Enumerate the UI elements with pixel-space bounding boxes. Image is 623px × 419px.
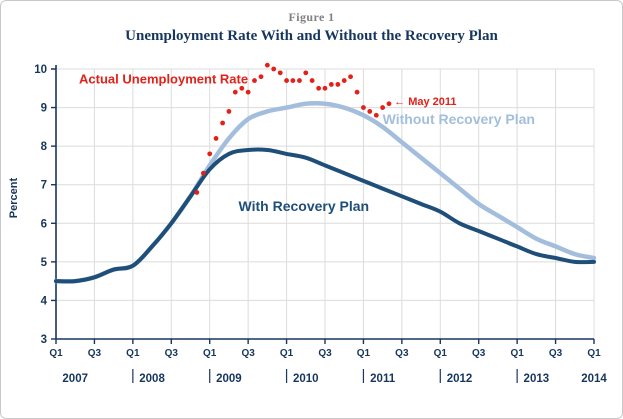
axis-tick-label: 3 [41,334,47,346]
axis-tick-label: 2014 [581,373,607,385]
actual-data-point [239,85,245,91]
actual-data-point [207,151,213,157]
actual-data-point [252,78,257,83]
axis-tick-label: Q1 [126,348,140,359]
axis-tick-label: Q1 [434,348,448,359]
figure-title: Unemployment Rate With and Without the R… [125,28,498,44]
axis-tick-label: Q3 [472,348,486,359]
axis-tick-label: 7 [41,180,47,192]
axis-tick-label: 10 [34,64,47,76]
label-without-recovery-plan: Without Recovery Plan [382,111,535,128]
actual-data-point [297,78,302,83]
actual-data-point [290,78,296,83]
axis-tick-label: 4 [41,295,48,307]
actual-data-point [341,78,347,83]
label-actual-unemployment: Actual Unemployment Rate [79,71,249,87]
axis-tick-label: 2013 [524,373,550,385]
actual-data-point [373,112,379,118]
actual-data-point [264,62,270,68]
axis-tick-label: 8 [41,141,48,153]
actual-data-point [335,82,341,87]
axis-tick-label: Q1 [510,348,524,359]
axis-tick-label: Q3 [549,348,563,359]
actual-data-point [226,109,232,114]
axis-tick-label: Q1 [587,348,601,359]
axis-tick-label: Q3 [88,348,102,359]
axis-tick-label: 9 [41,103,47,115]
figure-label: Figure 1 [288,10,335,24]
actual-data-point [258,74,264,80]
axis-tick-label: 2011 [370,373,396,385]
axis-tick-label: Q3 [165,348,179,359]
actual-data-point [213,136,219,141]
actual-data-point [316,85,322,91]
axis-tick-label: 5 [41,257,48,269]
actual-data-point [245,89,251,95]
axis-tick-label: Q1 [203,348,217,359]
actual-data-point [232,89,238,95]
axis-tick-label: 2008 [139,373,165,385]
actual-data-point [348,74,353,80]
axis-tick-label: Q3 [395,348,409,359]
actual-data-point [200,170,206,176]
axis-tick-label: Q1 [280,348,294,359]
actual-data-point [194,190,200,195]
axis-tick-label: Q3 [318,348,332,359]
axis-tick-label: 2009 [216,373,242,385]
axis-tick-label: Q1 [49,348,63,359]
actual-data-point [271,66,277,72]
actual-data-point [309,78,315,83]
actual-data-point [322,85,328,91]
actual-data-point [386,101,392,107]
actual-data-point [328,82,334,87]
series-line-with [54,147,596,284]
axis-tick-label: Q1 [357,348,371,359]
axis-tick-label: 2010 [293,373,319,385]
axis-tick-label: 2012 [447,373,473,385]
actual-data-point [303,70,309,76]
actual-data-point [380,105,386,110]
actual-data-point [354,89,360,95]
axis-tick-label: 2007 [62,373,88,385]
axis-tick-label: Q3 [241,348,255,359]
actual-data-point [220,120,225,126]
actual-data-point [361,105,366,110]
actual-data-point [277,70,283,76]
axis-tick-label: 6 [41,218,47,230]
actual-data-point [367,109,373,114]
label-may-2011: ← May 2011 [394,95,457,108]
actual-data-point [284,78,289,83]
label-with-recovery-plan: With Recovery Plan [238,197,370,214]
